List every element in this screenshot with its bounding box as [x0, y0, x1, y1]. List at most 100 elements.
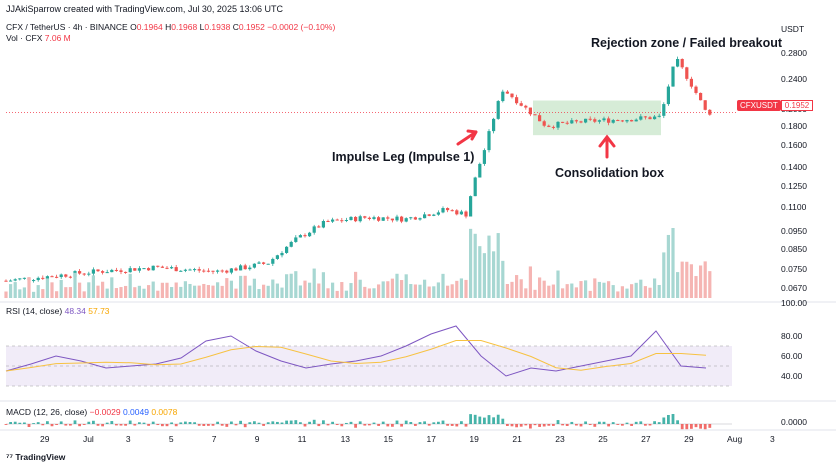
candle-body: [367, 217, 371, 219]
impulse-arrow-icon: [456, 129, 478, 146]
candle-body: [248, 267, 252, 270]
volume-bar: [556, 270, 560, 298]
volume-label[interactable]: Vol · CFX: [6, 33, 43, 43]
volume-bar: [36, 285, 40, 298]
price-tick-label: 0.1600: [781, 140, 807, 151]
rsi-value: 48.34: [64, 306, 86, 316]
volume-bar: [142, 288, 146, 298]
volume-bar: [41, 289, 45, 298]
volume-bar: [229, 280, 233, 298]
volume-bar: [137, 285, 141, 298]
macd-hist-bar: [703, 424, 707, 430]
volume-bar: [170, 287, 174, 298]
candle-body: [78, 271, 82, 274]
volume-bar: [427, 286, 431, 298]
candle-body: [676, 59, 680, 67]
currency-label[interactable]: USDT: [781, 24, 805, 34]
ohlc-c-label: C: [232, 22, 239, 32]
macd-hist-bar: [441, 420, 445, 424]
volume-bar: [446, 285, 450, 298]
price-tick-label: 0.1100: [781, 201, 807, 212]
volume-bar: [662, 252, 666, 298]
candle-body: [381, 217, 385, 221]
candle-body: [400, 216, 404, 222]
volume-bar: [413, 284, 417, 298]
macd-hist-bar: [483, 417, 486, 424]
macd-hist-bar: [625, 422, 629, 424]
volume-bar: [105, 288, 109, 298]
macd-signal-value: 0.0078: [151, 407, 178, 417]
macd-hist-bar: [299, 422, 302, 424]
volume-bar: [289, 273, 293, 298]
rsi-line: [5, 325, 707, 377]
macd-hist-bar: [239, 420, 242, 424]
time-tick-label: 7: [211, 434, 217, 444]
candle-body: [36, 277, 40, 281]
macd-hist-bar: [639, 421, 643, 424]
candle-body: [473, 177, 477, 197]
macd-hist-bar: [151, 421, 155, 424]
candle-body: [298, 235, 302, 238]
macd-hist-bar: [317, 424, 321, 427]
macd-line-value: 0.0049: [122, 407, 149, 417]
macd-hist-bar: [266, 422, 270, 424]
volume-bar: [4, 291, 8, 298]
volume-bar: [524, 288, 528, 298]
volume-bar: [469, 228, 473, 298]
candle-body: [275, 255, 279, 259]
volume-bar: [188, 283, 192, 298]
macd-hist-bar: [579, 424, 583, 427]
macd-hist-bar: [73, 420, 77, 424]
macd-hist-bar: [699, 424, 702, 429]
candle-body: [9, 280, 13, 282]
macd-group: [4, 414, 732, 430]
volume-bar: [634, 282, 638, 298]
candle-body: [630, 120, 634, 122]
macd-hist-bar: [105, 422, 109, 424]
volume-bar: [124, 285, 128, 298]
candle-body: [524, 105, 528, 108]
macd-hist-bar: [667, 414, 670, 424]
symbol-label[interactable]: CFX / TetherUS · 4h · BINANCE: [6, 22, 128, 32]
candle-body: [390, 218, 394, 221]
volume-bar: [409, 284, 413, 298]
macd-hist-bar: [202, 424, 206, 427]
macd-hist-bar: [533, 424, 537, 426]
candle-body: [584, 118, 588, 123]
macd-hist-bar: [184, 421, 187, 424]
macd-hist-bar: [331, 421, 334, 424]
candle-body: [515, 97, 519, 104]
time-tick-label: 17: [426, 434, 436, 444]
candle-body: [708, 109, 712, 115]
rsi-legend[interactable]: RSI (14, close) 48.34 57.73: [6, 306, 110, 316]
volume-bar: [630, 284, 634, 298]
volume-bar: [565, 284, 569, 298]
volume-bar: [312, 268, 316, 298]
volume-bar: [505, 283, 509, 298]
volume-bar: [377, 284, 381, 298]
time-tick-label: 3: [125, 434, 131, 444]
candle-body: [482, 150, 486, 164]
macd-hist-bar: [13, 421, 17, 424]
macd-hist-bar: [446, 424, 449, 426]
volume-bar: [13, 282, 17, 298]
candle-body: [436, 212, 440, 215]
price-tag: CFXUSDT 0.1952: [737, 100, 814, 111]
candle-body: [188, 269, 192, 271]
candle-body: [326, 221, 330, 223]
volume-bar: [685, 261, 689, 298]
price-tag-symbol: CFXUSDT: [737, 100, 781, 111]
macd-hist-bar: [404, 420, 408, 424]
candle-body: [588, 118, 592, 120]
volume-bar: [32, 291, 36, 298]
volume-bar: [252, 278, 256, 298]
macd-legend[interactable]: MACD (12, 26, close) −0.0029 0.0049 0.00…: [6, 407, 177, 417]
macd-hist-bar: [690, 424, 693, 429]
candle-body: [703, 100, 707, 110]
macd-hist-bar: [386, 424, 390, 427]
volume-bar: [620, 286, 624, 298]
price-tick-label: 100.00: [781, 298, 807, 308]
candle-body: [542, 121, 546, 126]
volume-bar: [335, 290, 339, 298]
volume-bar: [432, 286, 436, 298]
